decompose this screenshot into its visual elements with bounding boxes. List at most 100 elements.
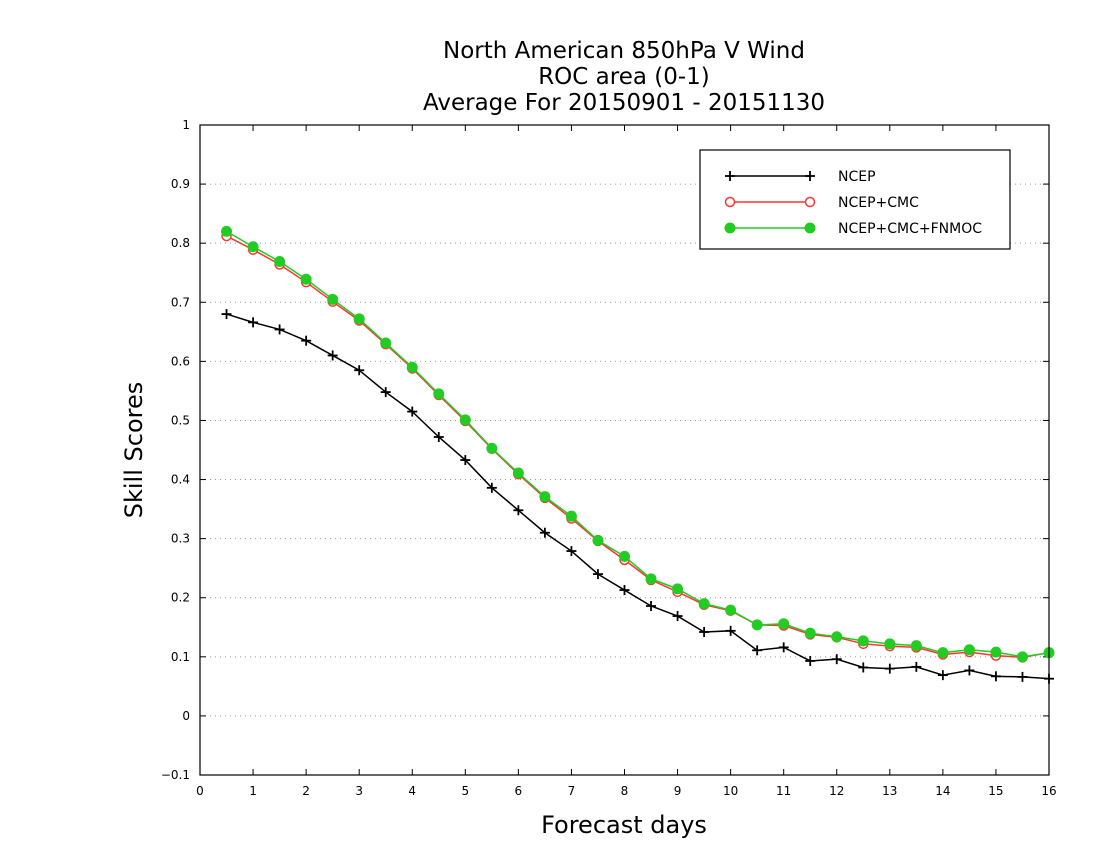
legend-label: NCEP bbox=[838, 169, 876, 185]
legend-marker bbox=[724, 196, 736, 208]
x-tick-label: 13 bbox=[882, 784, 897, 798]
data-point bbox=[884, 638, 896, 650]
x-tick-label: 1 bbox=[249, 784, 257, 798]
data-point bbox=[407, 406, 418, 417]
x-tick-label: 14 bbox=[935, 784, 950, 798]
x-tick-label: 4 bbox=[408, 784, 416, 798]
x-tick-label: 12 bbox=[829, 784, 844, 798]
series-line bbox=[226, 230, 1050, 658]
data-point bbox=[672, 583, 684, 595]
x-tick-label: 16 bbox=[1041, 784, 1056, 798]
x-tick-label: 3 bbox=[355, 784, 363, 798]
legend-label: NCEP+CMC+FNMOC bbox=[838, 221, 982, 237]
y-tick-label: 0.8 bbox=[171, 236, 190, 250]
y-tick-label: 0.1 bbox=[171, 650, 190, 664]
legend-label: NCEP+CMC bbox=[838, 195, 919, 211]
data-point bbox=[433, 432, 444, 442]
data-point bbox=[1017, 671, 1028, 682]
y-tick-label: 0.5 bbox=[171, 413, 190, 427]
data-point bbox=[433, 388, 445, 400]
legend-marker bbox=[804, 196, 816, 208]
y-tick-label: 0.9 bbox=[171, 177, 190, 191]
data-point bbox=[831, 654, 842, 665]
data-point bbox=[565, 510, 577, 522]
data-point bbox=[725, 604, 737, 616]
data-point bbox=[990, 671, 1001, 682]
data-point bbox=[725, 625, 736, 636]
data-point bbox=[672, 611, 683, 622]
grid bbox=[200, 183, 1049, 717]
data-point bbox=[804, 627, 816, 639]
data-point bbox=[831, 631, 843, 643]
y-tick-label: 1 bbox=[182, 118, 190, 132]
plot-frame bbox=[199, 124, 1050, 776]
legend-item: NCEP bbox=[725, 169, 876, 185]
data-point bbox=[805, 655, 816, 666]
data-point bbox=[539, 491, 551, 503]
data-point bbox=[247, 241, 259, 253]
x-tick-label: 9 bbox=[674, 784, 682, 798]
series-2 bbox=[221, 225, 1055, 663]
data-point bbox=[699, 627, 710, 637]
legend-marker bbox=[724, 222, 736, 234]
data-point bbox=[645, 573, 657, 585]
chart-title-line-3: Average For 20150901 - 20151130 bbox=[423, 90, 825, 116]
y-axis-label: Skill Scores bbox=[120, 382, 148, 519]
data-point bbox=[221, 309, 232, 320]
data-point bbox=[911, 661, 922, 672]
data-point bbox=[274, 324, 285, 335]
series-line bbox=[226, 235, 1050, 659]
data-point bbox=[486, 482, 497, 493]
x-tick-label: 11 bbox=[776, 784, 791, 798]
data-point bbox=[512, 467, 524, 479]
x-tick-label: 0 bbox=[196, 784, 204, 798]
x-tick-label: 15 bbox=[988, 784, 1003, 798]
data-point bbox=[857, 635, 869, 647]
x-tick-label: 10 bbox=[723, 784, 738, 798]
legend-item: NCEP+CMC bbox=[724, 195, 919, 211]
data-point bbox=[380, 337, 392, 349]
data-point bbox=[513, 505, 524, 516]
data-point bbox=[778, 618, 790, 630]
chart-title-line-2: ROC area (0-1) bbox=[538, 64, 710, 90]
ticks: −0.100.10.20.30.40.50.60.70.80.910 1 2 3 4 5 6… bbox=[161, 118, 1057, 798]
data-point bbox=[990, 646, 1002, 658]
x-tick-label: 7 bbox=[568, 784, 576, 798]
y-tick-label: −0.1 bbox=[161, 768, 190, 782]
data-point bbox=[566, 546, 577, 557]
data-point bbox=[380, 387, 391, 398]
series-group bbox=[221, 225, 1055, 684]
data-point bbox=[539, 527, 550, 538]
data-point bbox=[963, 644, 975, 656]
legend-box bbox=[699, 149, 1011, 250]
legend-marker bbox=[804, 222, 816, 234]
data-point bbox=[964, 665, 975, 676]
data-point bbox=[274, 256, 286, 267]
data-point bbox=[1016, 651, 1028, 663]
series-line bbox=[226, 313, 1050, 680]
data-point bbox=[884, 663, 895, 674]
y-tick-label: 0.6 bbox=[171, 354, 190, 368]
data-point bbox=[646, 601, 657, 611]
data-point bbox=[460, 455, 471, 466]
x-tick-label: 5 bbox=[461, 784, 469, 798]
x-tick-label: 8 bbox=[621, 784, 629, 798]
data-point bbox=[300, 273, 312, 285]
data-point bbox=[858, 662, 869, 673]
data-point bbox=[486, 442, 498, 454]
data-point bbox=[248, 317, 259, 328]
data-point bbox=[592, 569, 603, 580]
x-tick-label: 6 bbox=[515, 784, 523, 798]
data-point bbox=[752, 645, 763, 656]
data-point bbox=[221, 225, 233, 237]
data-point bbox=[751, 619, 763, 631]
data-point bbox=[937, 647, 949, 659]
data-point bbox=[937, 670, 948, 681]
chart-title-line-1: North American 850hPa V Wind bbox=[443, 38, 805, 64]
data-point bbox=[459, 414, 471, 426]
legend-item: NCEP+CMC+FNMOC bbox=[724, 221, 982, 237]
data-point bbox=[619, 585, 630, 596]
legend-marker bbox=[725, 171, 735, 181]
data-point bbox=[619, 550, 630, 562]
